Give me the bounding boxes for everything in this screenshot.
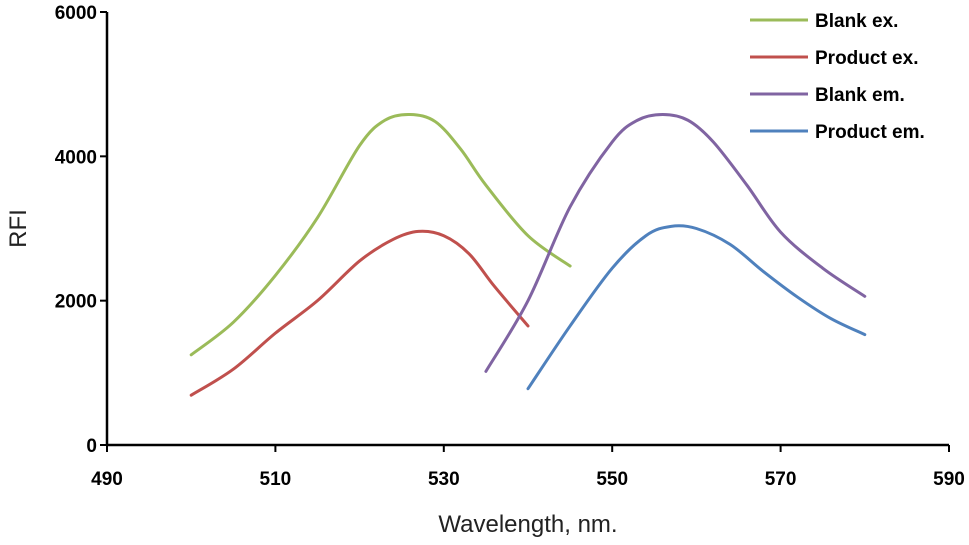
x-ticks: 490 510 530 550 570 590 bbox=[91, 445, 965, 490]
x-axis-title: Wavelength, nm. bbox=[438, 511, 617, 538]
x-tick-label: 530 bbox=[428, 469, 460, 490]
legend-label-product-em: Product em. bbox=[815, 122, 925, 143]
y-axis-title: RFI bbox=[5, 209, 32, 248]
x-tick-label: 490 bbox=[91, 469, 123, 490]
legend-label-blank-ex: Blank ex. bbox=[815, 11, 898, 32]
y-tick-label: 0 bbox=[86, 436, 97, 457]
series-line-product-ex bbox=[189, 229, 530, 397]
x-tick-label: 510 bbox=[260, 469, 292, 490]
x-tick-label: 570 bbox=[765, 469, 797, 490]
y-tick-label: 2000 bbox=[55, 292, 97, 313]
series-line-blank-em bbox=[484, 112, 867, 373]
axes bbox=[105, 12, 949, 447]
x-tick-label: 590 bbox=[933, 469, 965, 490]
legend: Blank ex. Product ex. Blank em. Product em. bbox=[750, 11, 925, 143]
series-line-product-em bbox=[526, 224, 867, 391]
y-tick-label: 4000 bbox=[55, 147, 97, 168]
y-ticks: 0 2000 4000 6000 bbox=[55, 3, 107, 457]
series-lines bbox=[189, 112, 867, 397]
y-tick-label: 6000 bbox=[55, 3, 97, 24]
x-tick-label: 550 bbox=[596, 469, 628, 490]
legend-label-blank-em: Blank em. bbox=[815, 85, 905, 106]
legend-label-product-ex: Product ex. bbox=[815, 48, 918, 69]
series-line-blank-ex bbox=[189, 112, 572, 357]
